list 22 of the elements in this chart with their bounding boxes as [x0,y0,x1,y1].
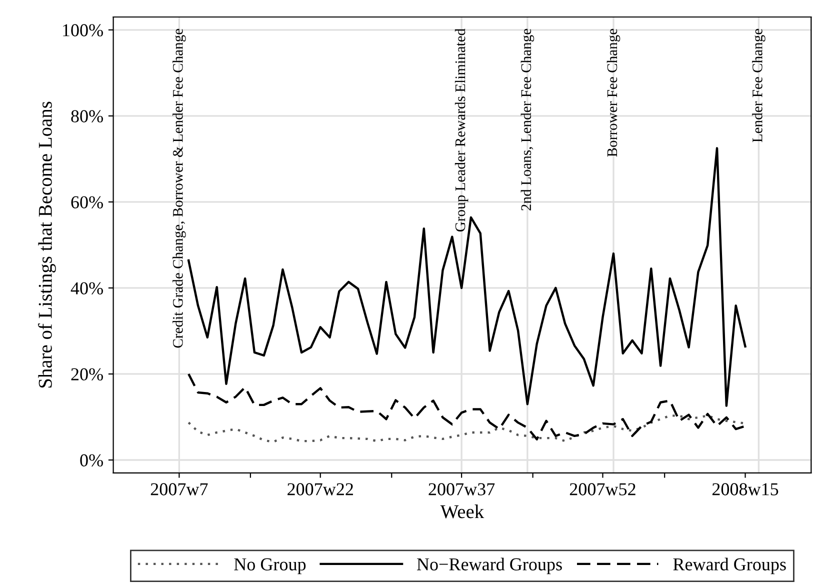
legend-label: No−Reward Groups [416,558,562,574]
y-tick-label: 100% [63,24,103,36]
x-tick-label: 2007w37 [428,483,495,496]
y-tick-label: 60% [71,196,103,208]
x-tick-label: 2008w15 [712,483,778,496]
ref-line-label: Borrower Fee Change [606,28,620,157]
ref-line-label: 2nd Loans, Lender Fee Change [520,28,534,210]
ref-line-label: Group Leader Rewards Eliminated [454,28,468,232]
y-tick-label: 20% [71,368,103,380]
y-tick-label: 40% [70,282,103,294]
legend-label: No Group [234,558,306,574]
x-tick-label: 2007w52 [570,483,636,496]
y-tick-label: 80% [71,110,103,122]
line-series [187,372,746,440]
ref-line-label: Credit Grade Change, Borrower & Lender Fee Change [172,28,186,348]
y-axis-title: Share of Listings that Become Loans [38,102,56,388]
y-tick-label: 0% [80,454,103,466]
legend-label: Reward Groups [673,558,786,574]
x-axis-title: Week [440,504,484,518]
x-tick-label: 2007w22 [288,483,353,496]
x-tick-label: 2007w7 [150,483,208,496]
ref-line-label: Lender Fee Change [752,28,766,142]
